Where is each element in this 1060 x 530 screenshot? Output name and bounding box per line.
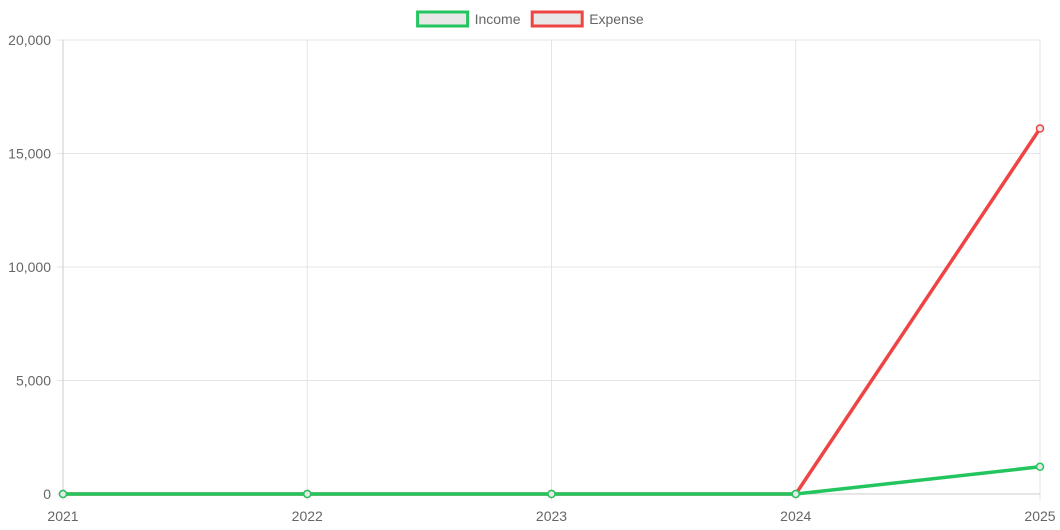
series-lines — [58, 124, 1045, 499]
legend[interactable]: Income Expense — [416, 10, 644, 28]
legend-item-expense[interactable]: Expense — [530, 10, 644, 28]
income-data-point[interactable] — [547, 489, 556, 499]
axes: 0 5,000 10,000 15,000 20,000 2021 2022 2023 2024… — [8, 32, 1056, 524]
x-tick-label: 2023 — [536, 508, 567, 524]
income-data-point[interactable] — [58, 489, 68, 499]
y-tick-label: 20,000 — [8, 32, 51, 48]
x-tick-label: 2024 — [780, 508, 811, 524]
x-tick-label: 2022 — [292, 508, 323, 524]
legend-label: Income — [475, 11, 521, 27]
x-tick-label: 2021 — [47, 508, 78, 524]
legend-label: Expense — [589, 11, 644, 27]
expense-data-point[interactable] — [1035, 124, 1045, 133]
y-tick-label: 0 — [43, 486, 51, 502]
legend-item-income[interactable]: Income — [416, 10, 521, 28]
income-data-point[interactable] — [791, 489, 800, 499]
income-data-point[interactable] — [1035, 462, 1045, 472]
income-data-point[interactable] — [303, 489, 312, 499]
legend-swatch — [530, 10, 584, 28]
y-tick-label: 10,000 — [8, 259, 51, 275]
legend-swatch — [416, 10, 470, 28]
y-tick-label: 15,000 — [8, 146, 51, 162]
grid — [57, 39, 1041, 500]
y-tick-label: 5,000 — [16, 373, 51, 389]
x-tick-label: 2025 — [1024, 508, 1055, 524]
